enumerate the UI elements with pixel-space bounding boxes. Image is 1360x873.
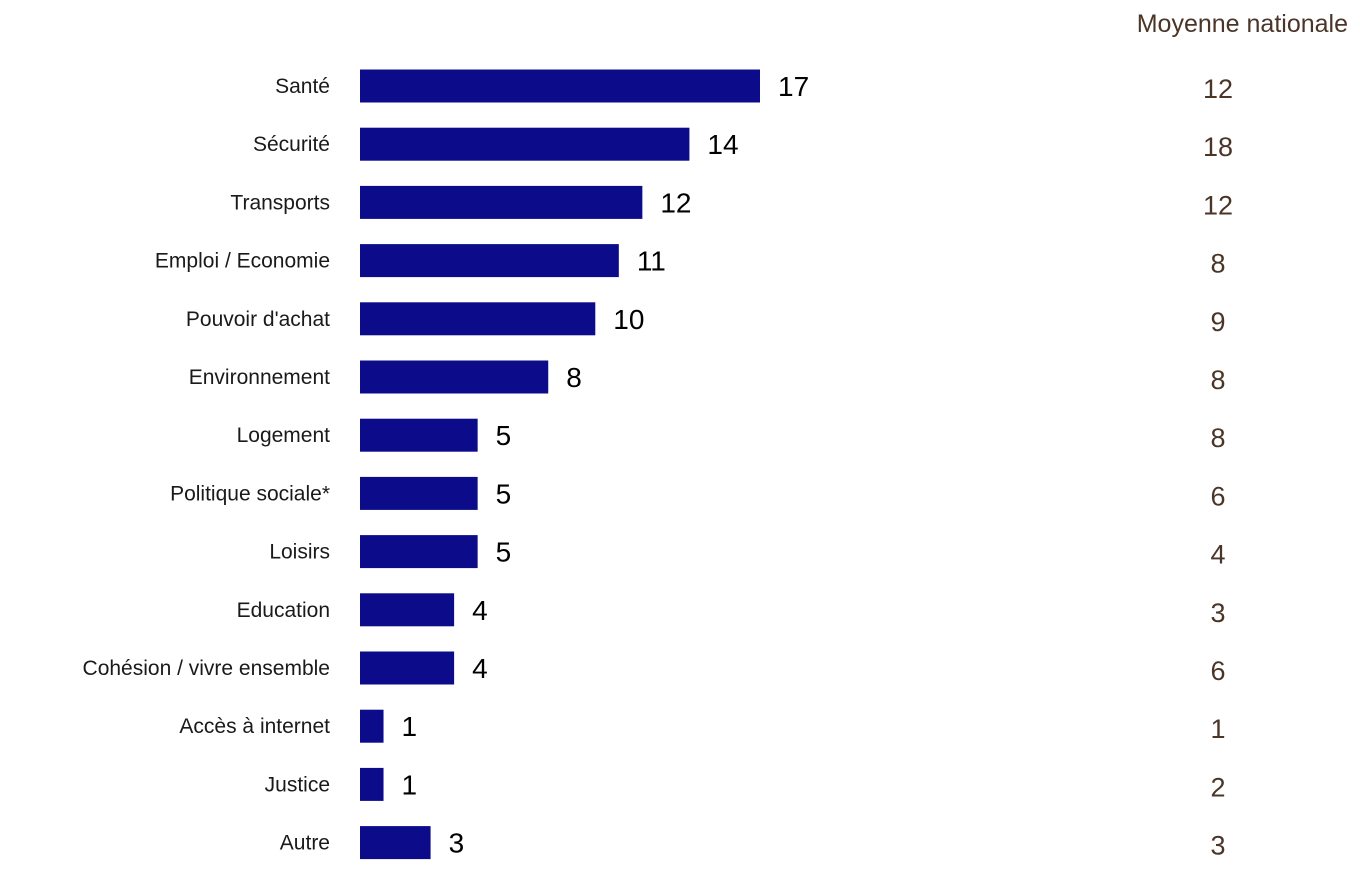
value-label: 3 [449,828,465,859]
category-label: Education [237,599,330,622]
value-label: 11 [637,246,666,277]
bar [360,185,643,219]
value-label: 4 [472,595,488,626]
comparison-value-label: 3 [1210,598,1225,628]
bar [360,127,690,161]
comparison-value-label: 6 [1210,481,1225,511]
category-label: Sécurité [253,133,330,156]
category-label: Transports [230,191,330,214]
value-label: 10 [613,304,644,335]
value-label: 5 [496,420,512,451]
comparison-value-label: 8 [1210,249,1225,279]
comparison-value-label: 18 [1203,132,1233,162]
comparison-value-label: 6 [1210,656,1225,686]
bar [360,651,455,685]
bar [360,418,478,452]
category-label: Pouvoir d'achat [186,308,330,331]
value-label: 14 [707,129,738,160]
comparison-value-label: 4 [1210,540,1225,570]
category-label: Loisirs [269,541,330,564]
value-label: 12 [660,187,691,218]
bar [360,360,549,394]
bar [360,244,619,278]
comparison-header: Moyenne nationale [1137,10,1348,38]
category-label: Justice [265,773,330,796]
value-label: 5 [496,537,512,568]
bar [360,593,455,627]
comparison-value-label: 12 [1203,190,1233,220]
comparison-value-label: 3 [1210,831,1225,861]
category-label: Accès à internet [179,715,330,738]
comparison-value-label: 2 [1210,772,1225,802]
bar [360,302,596,336]
category-label: Autre [280,832,330,855]
value-label: 17 [778,71,809,102]
category-label: Cohésion / vivre ensemble [83,657,330,680]
value-label: 8 [566,362,582,393]
value-label: 4 [472,653,488,684]
bar [360,535,478,569]
bar [360,826,431,860]
comparison-value-label: 8 [1210,423,1225,453]
bar [360,767,384,801]
bar [360,69,760,103]
bar [360,476,478,510]
comparison-value-label: 12 [1203,74,1233,104]
bar [360,709,384,743]
category-label: Environnement [189,366,330,389]
value-label: 5 [496,478,512,509]
category-label: Politique sociale* [170,482,330,505]
value-label: 1 [402,769,418,800]
comparison-value-label: 1 [1210,714,1225,744]
category-label: Logement [237,424,331,447]
comparison-value-label: 9 [1210,307,1225,337]
value-label: 1 [402,711,418,742]
category-label: Santé [275,75,330,98]
comparison-value-label: 8 [1210,365,1225,395]
category-label: Emploi / Economie [155,250,330,273]
